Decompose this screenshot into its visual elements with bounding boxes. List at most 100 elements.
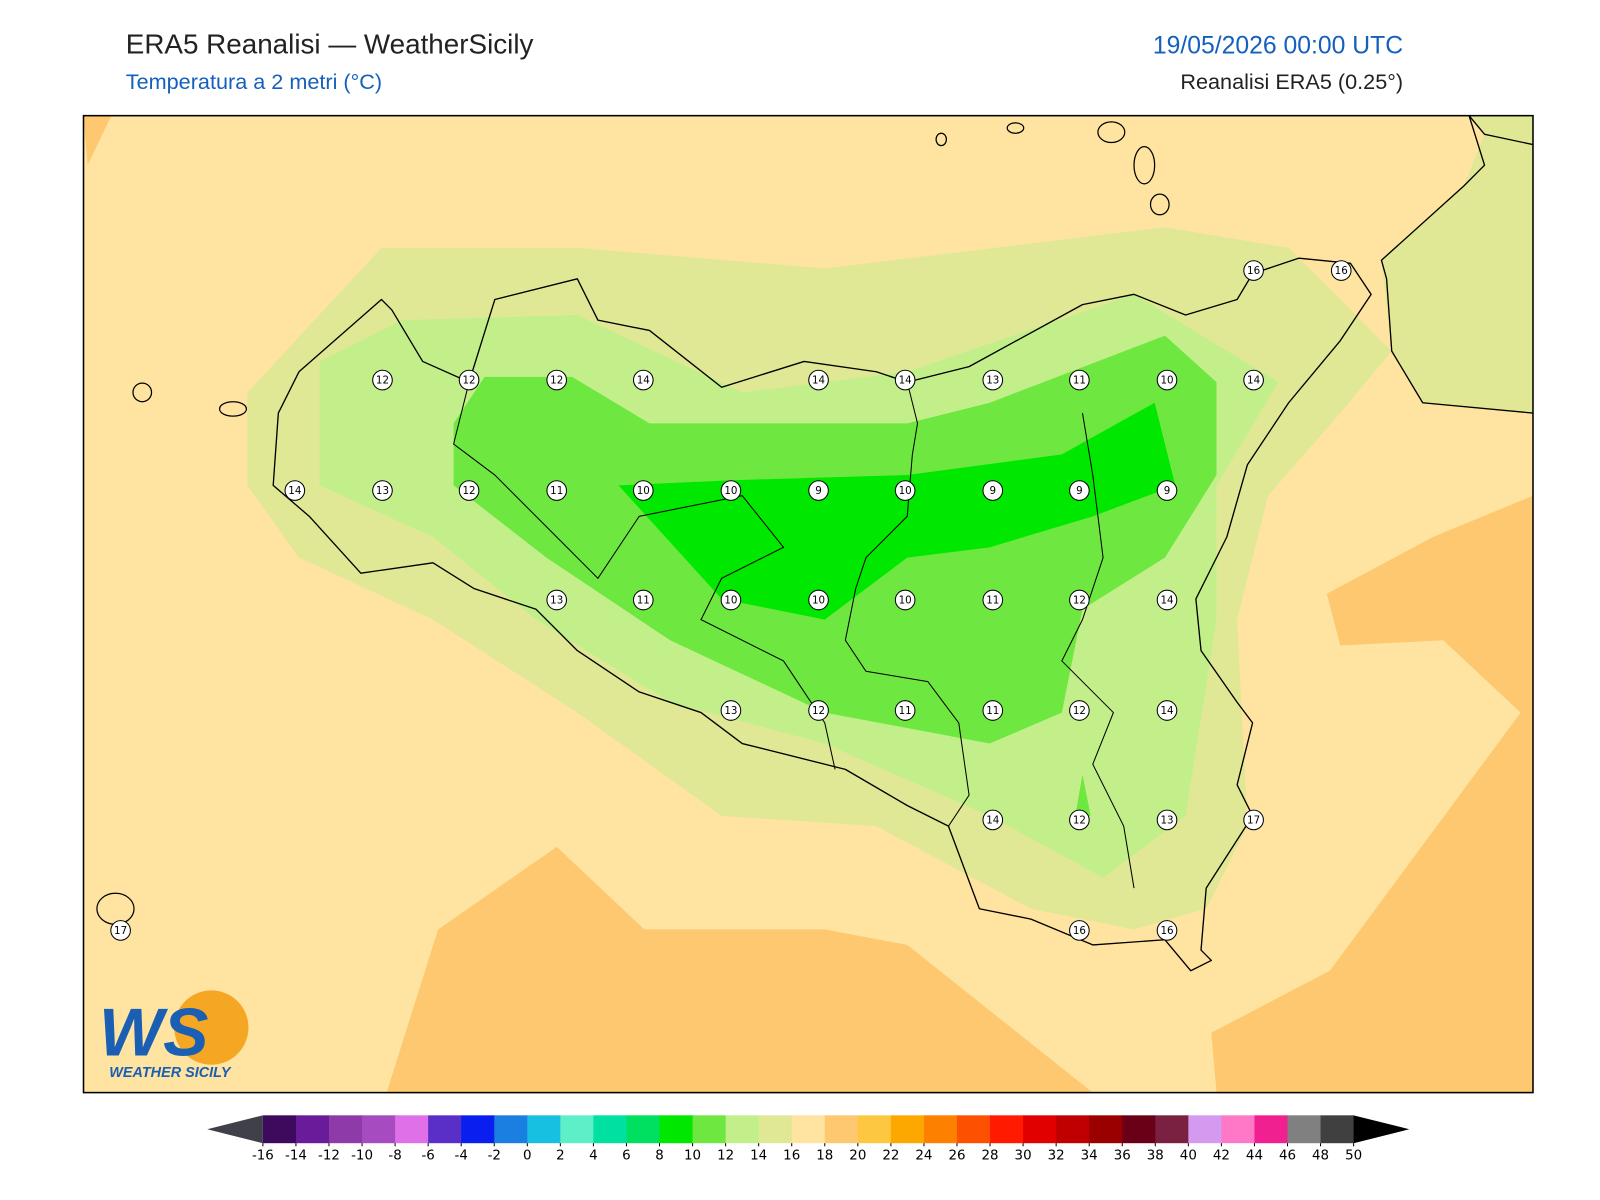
station-marker — [720, 589, 742, 611]
colorbar-tick-label: -8 — [388, 1149, 401, 1164]
colorbar-tick-label: 50 — [1345, 1149, 1362, 1164]
station-value: 9 — [1076, 485, 1083, 497]
station-marker — [1069, 920, 1090, 941]
colorbar-tick-label: -2 — [488, 1149, 501, 1164]
colorbar-segment — [758, 1115, 793, 1144]
island — [218, 401, 248, 417]
colorbar-tick-label: 28 — [982, 1149, 999, 1164]
colorbar-segment — [428, 1115, 462, 1144]
station-marker — [458, 480, 480, 501]
zone-10-12 — [1075, 774, 1091, 816]
zone-18-20 — [1211, 495, 1533, 1093]
station-marker — [720, 480, 742, 501]
station-value: 10 — [899, 595, 912, 607]
station-marker — [894, 589, 916, 611]
colorbar-tick-label: 34 — [1081, 1149, 1098, 1164]
colorbar-tick-label: 38 — [1147, 1149, 1164, 1164]
coastline-sicily — [272, 257, 1372, 972]
colorbar-segment — [659, 1115, 694, 1144]
colorbar-segment — [692, 1115, 727, 1144]
island — [1133, 146, 1156, 185]
colorbar-tick-label: 42 — [1213, 1149, 1230, 1164]
colorbar-segment — [956, 1115, 991, 1144]
station-value: 9 — [1164, 485, 1171, 497]
station-value: 10 — [637, 485, 650, 497]
island — [1149, 193, 1170, 216]
station-marker — [1069, 809, 1090, 831]
station-marker — [1069, 700, 1090, 721]
colorbar-segment — [494, 1115, 528, 1144]
station-value: 10 — [724, 485, 737, 497]
colorbar-segment — [1122, 1115, 1156, 1144]
colorbar-segment — [1155, 1115, 1189, 1144]
colorbar-segment — [461, 1115, 495, 1144]
province-border — [844, 381, 970, 827]
station-value: 14 — [288, 485, 301, 497]
colorbar-segment — [890, 1115, 925, 1144]
station-value: 12 — [1073, 705, 1086, 717]
source: Reanalisi ERA5 (0.25°) — [1180, 69, 1403, 94]
station-marker — [110, 920, 131, 941]
station-value: 11 — [986, 595, 999, 607]
station-value: 12 — [376, 375, 389, 387]
colorbar-segment — [725, 1115, 760, 1144]
station-value: 12 — [1073, 595, 1086, 607]
province-border — [453, 381, 836, 770]
colorbar-tick-label: 0 — [523, 1149, 532, 1164]
colorbar-segment — [560, 1115, 594, 1144]
island — [1097, 121, 1126, 144]
station-value: 16 — [1160, 925, 1173, 937]
colorbar-tick-label: 46 — [1279, 1149, 1296, 1164]
colorbar-tick-label: 12 — [717, 1149, 734, 1164]
station-marker — [1156, 480, 1178, 501]
station-value: 13 — [1160, 814, 1173, 826]
logo-text: WEATHER SICILY — [109, 1065, 232, 1081]
colorbar-segment — [1287, 1115, 1322, 1144]
station-value: 13 — [724, 705, 737, 717]
station-value: 13 — [550, 595, 563, 607]
island — [935, 132, 948, 147]
station-marker — [1243, 809, 1264, 831]
station-marker — [372, 369, 393, 391]
colorbar-segment — [1023, 1115, 1057, 1144]
station-marker — [546, 480, 568, 501]
station-value: 11 — [1073, 375, 1086, 387]
station-marker — [982, 589, 1004, 611]
station-value: 16 — [1247, 265, 1260, 277]
colorbar-tick-label: 6 — [622, 1149, 631, 1164]
station-value: 11 — [986, 705, 999, 717]
title: ERA5 Reanalisi — WeatherSicily — [126, 29, 534, 60]
colorbar-tick-label: 32 — [1048, 1149, 1065, 1164]
station-value: 14 — [1160, 595, 1173, 607]
station-value: 12 — [812, 705, 825, 717]
map-frame — [82, 114, 1534, 1094]
station-value: 12 — [463, 485, 476, 497]
colorbar-segment — [791, 1115, 826, 1144]
station-marker — [982, 480, 1004, 501]
colorbar-tick-label: 22 — [882, 1149, 899, 1164]
colorbar-tick-label: -10 — [351, 1149, 373, 1164]
station-value: 14 — [986, 814, 999, 826]
station-value: 17 — [1247, 814, 1260, 826]
colorbar-tick-label: 36 — [1114, 1149, 1131, 1164]
logo-sun — [174, 990, 249, 1065]
province-border — [1061, 412, 1135, 889]
colorbar-segment — [328, 1115, 363, 1144]
colorbar-segment — [857, 1115, 892, 1144]
island — [132, 382, 153, 403]
zone-18-20 — [386, 846, 1093, 1093]
station-value: 9 — [815, 485, 822, 497]
station-marker — [1156, 369, 1178, 391]
colorbar-segment — [295, 1115, 330, 1144]
colorbar-segment — [1056, 1115, 1090, 1144]
station-marker — [458, 369, 480, 391]
station-marker — [894, 480, 916, 501]
station-marker — [982, 700, 1004, 721]
logo-mark: WS — [99, 994, 209, 1070]
station-marker — [1156, 809, 1178, 831]
colorbar-under — [207, 1115, 263, 1144]
zone-8-10 — [618, 402, 1176, 620]
colorbar-segment — [1320, 1115, 1355, 1144]
